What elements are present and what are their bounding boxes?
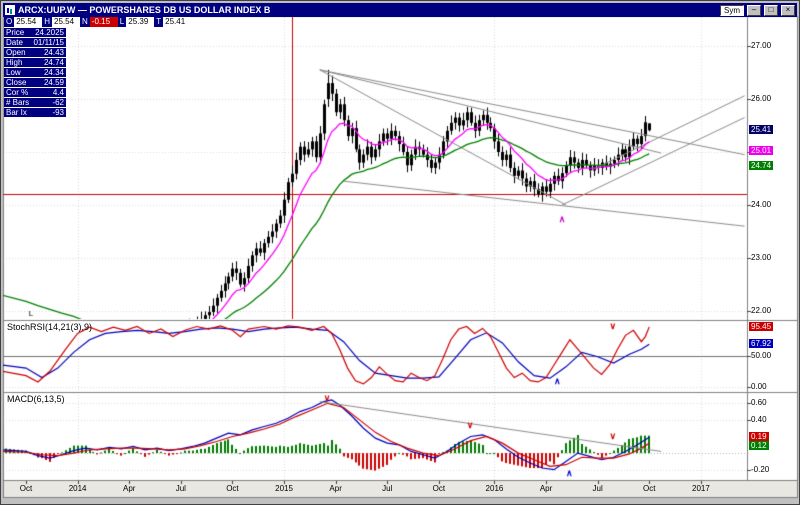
macd-axis-label: -0.20 — [751, 465, 769, 474]
quote-row: Cor % 4.4 — [4, 88, 66, 97]
minimize-button[interactable]: – — [747, 5, 761, 16]
quote-label: N — [80, 17, 90, 27]
quote-row-value: 24.2025 — [35, 28, 64, 37]
quote-row-value: 24.59 — [44, 78, 64, 87]
quote-row-value: 4.4 — [53, 88, 64, 97]
quote-row-label: Close — [6, 78, 26, 87]
stoch-axis-label: 50.00 — [751, 351, 771, 360]
quote-row-label: Bar Ix — [6, 108, 27, 117]
quote-row-label: # Bars — [6, 98, 29, 107]
quote-row: Price 24.2025 — [4, 28, 66, 37]
macd-axis-label: 0.60 — [751, 398, 767, 407]
quote-row-label: High — [6, 58, 22, 67]
price-axis-label: 22.00 — [751, 306, 771, 315]
macd-badge: 0.12 — [749, 441, 769, 450]
price-badge: 25.01 — [749, 146, 773, 155]
x-axis-label: Apr — [123, 484, 135, 493]
macd-axis-label: 0.40 — [751, 415, 767, 424]
price-axis-label: 26.00 — [751, 94, 771, 103]
quote-row: Close 24.59 — [4, 78, 66, 87]
quote-row: # Bars -62 — [4, 98, 66, 107]
price-badge: 25.41 — [749, 125, 773, 134]
quote-row: Date 01/11/15 — [4, 38, 66, 47]
quote-label: L — [118, 17, 126, 27]
title-bar[interactable]: ARCX:UUP.W — POWERSHARES DB US DOLLAR IN… — [3, 3, 797, 17]
quote-value: 25.54 — [52, 17, 80, 27]
price-axis-label: 23.00 — [751, 253, 771, 262]
x-axis-label: Jul — [382, 484, 392, 493]
app-window: ARCX:UUP.W — POWERSHARES DB US DOLLAR IN… — [0, 0, 800, 505]
x-axis-label: Jul — [593, 484, 603, 493]
quote-value: 25.41 — [163, 17, 191, 27]
stoch-axis-label: 0.00 — [751, 382, 767, 391]
x-axis-label: Oct — [226, 484, 238, 493]
price-axis-label: 27.00 — [751, 41, 771, 50]
quote-row-value: 01/11/15 — [33, 38, 64, 47]
quote-value: 25.39 — [126, 17, 154, 27]
symbol-button[interactable]: Sym — [720, 5, 744, 16]
quote-row: Bar Ix -93 — [4, 108, 66, 117]
x-axis-label: Apr — [329, 484, 341, 493]
x-axis-label: Oct — [643, 484, 655, 493]
macd-legend[interactable]: MACD(6,13,5) — [7, 394, 65, 404]
x-axis-label: 2016 — [486, 484, 504, 493]
macd-badge: 0.19 — [749, 432, 769, 441]
quote-row-value: 24.34 — [44, 68, 64, 77]
x-axis-label: 2017 — [692, 484, 710, 493]
x-axis-label: 2014 — [69, 484, 87, 493]
quote-value: -0.15 — [90, 17, 118, 27]
quote-row-label: Low — [6, 68, 21, 77]
x-axis-label: Jul — [176, 484, 186, 493]
quote-label: O — [4, 17, 14, 27]
x-axis-label: Oct — [433, 484, 445, 493]
quote-row: Open 24.43 — [4, 48, 66, 57]
quote-panel: Price 24.2025 Date 01/11/15 Open 24.43 High 24.… — [4, 28, 66, 118]
quote-label: T — [154, 17, 163, 27]
quote-row-label: Cor % — [6, 88, 28, 97]
quote-row-label: Price — [6, 28, 24, 37]
price-axis-label: 24.00 — [751, 200, 771, 209]
stochrsi-legend[interactable]: StochRSI(14,21(3),9) — [7, 322, 92, 332]
maximize-button[interactable]: □ — [764, 5, 778, 16]
stoch-badge: 95.45 — [749, 322, 773, 331]
x-axis-label: Oct — [20, 484, 32, 493]
quote-row-value: -62 — [52, 98, 64, 107]
quote-row-label: Date — [6, 38, 23, 47]
quote-row-value: -93 — [52, 108, 64, 117]
quote-row-value: 24.74 — [44, 58, 64, 67]
x-axis-label: 2015 — [275, 484, 293, 493]
x-axis-label: Apr — [540, 484, 552, 493]
price-badge: 24.74 — [749, 161, 773, 170]
quote-value: 25.54 — [14, 17, 42, 27]
quote-row: Low 24.34 — [4, 68, 66, 77]
stoch-badge: 67.92 — [749, 339, 773, 348]
quote-row-label: Open — [6, 48, 26, 57]
app-icon — [5, 5, 15, 15]
close-button[interactable]: × — [781, 5, 795, 16]
quote-top-row: O25.54H25.54N-0.15L25.39T25.41 — [4, 17, 191, 27]
window-title: ARCX:UUP.W — POWERSHARES DB US DOLLAR IN… — [18, 5, 717, 15]
quote-label: H — [42, 17, 52, 27]
quote-row-value: 24.43 — [44, 48, 64, 57]
chart-canvas[interactable] — [1, 1, 800, 505]
quote-row: High 24.74 — [4, 58, 66, 67]
